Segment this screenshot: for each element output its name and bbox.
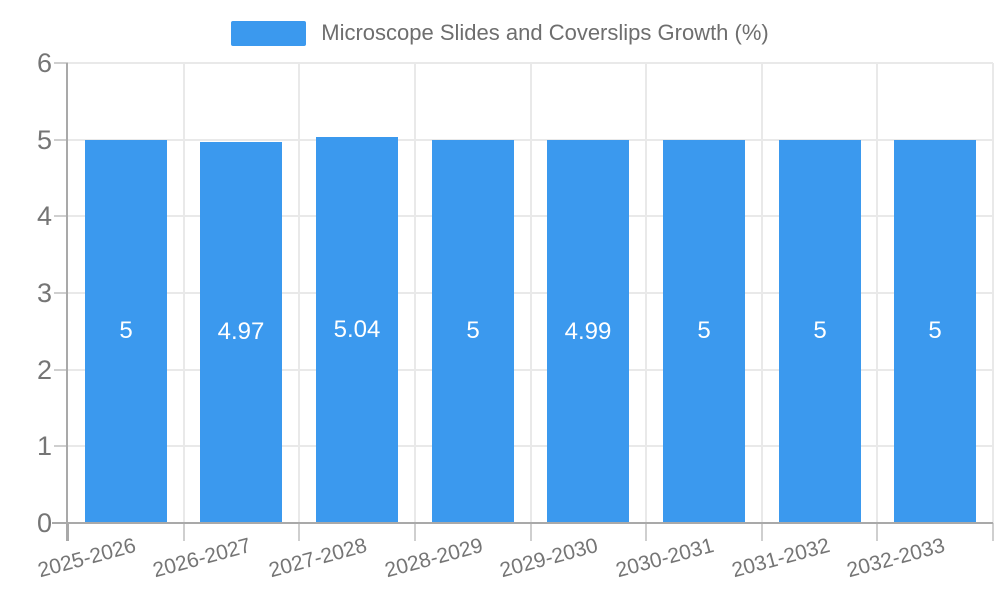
x-axis-tick-label: 2030-2031 xyxy=(612,534,716,583)
x-axis-tick xyxy=(761,523,763,541)
x-axis-tick-label: 2027-2028 xyxy=(265,534,369,583)
x-gridline xyxy=(530,63,532,523)
x-axis-line xyxy=(52,522,993,524)
y-axis-tick-label: 1 xyxy=(36,431,52,461)
chart-legend[interactable]: Microscope Slides and Coverslips Growth … xyxy=(0,19,1000,47)
bar-value-label: 5.04 xyxy=(333,316,381,343)
bar-value-label: 4.97 xyxy=(217,318,265,345)
y-axis-tick xyxy=(54,215,68,217)
bar xyxy=(85,140,167,523)
x-axis-tick-label: 2032-2033 xyxy=(843,534,947,583)
y-axis-tick-label: 6 xyxy=(36,48,52,78)
x-gridline xyxy=(183,63,185,523)
legend-swatch-icon xyxy=(231,20,307,46)
x-gridline xyxy=(992,63,994,523)
x-axis-tick xyxy=(414,523,416,541)
x-gridline xyxy=(645,63,647,523)
bar xyxy=(663,140,745,523)
x-axis-tick xyxy=(876,523,878,541)
y-axis-tick-label: 5 xyxy=(36,125,52,155)
bar xyxy=(316,137,398,523)
y-axis-tick xyxy=(54,369,68,371)
x-axis-tick xyxy=(530,523,532,541)
bar-value-label: 4.99 xyxy=(564,318,612,345)
x-axis-tick xyxy=(67,523,69,541)
y-axis-tick-label: 3 xyxy=(36,278,52,308)
y-axis-tick xyxy=(54,62,68,64)
x-gridline xyxy=(761,63,763,523)
x-axis-tick xyxy=(645,523,647,541)
bar xyxy=(200,142,282,523)
x-axis-tick-label: 2026-2027 xyxy=(149,534,253,583)
x-gridline xyxy=(876,63,878,523)
x-axis-tick xyxy=(298,523,300,541)
bar-value-label: 5 xyxy=(928,317,942,344)
bar-value-label: 5 xyxy=(813,317,827,344)
bar-value-label: 5 xyxy=(466,317,480,344)
y-axis-line xyxy=(66,63,68,541)
bar-value-label: 5 xyxy=(697,317,711,344)
x-gridline xyxy=(414,63,416,523)
bar xyxy=(894,140,976,523)
x-axis-tick xyxy=(183,523,185,541)
bar xyxy=(779,140,861,523)
y-axis-tick xyxy=(54,292,68,294)
y-axis-tick-label: 0 xyxy=(36,508,52,538)
y-axis-tick-label: 2 xyxy=(36,355,52,385)
y-axis-tick-label: 4 xyxy=(36,201,52,231)
x-axis-tick xyxy=(992,523,994,541)
x-axis-tick-label: 2031-2032 xyxy=(728,534,832,583)
y-axis-tick xyxy=(54,139,68,141)
y-axis-tick xyxy=(54,445,68,447)
x-axis-tick-label: 2028-2029 xyxy=(381,534,485,583)
bar xyxy=(432,140,514,523)
bar-value-label: 5 xyxy=(119,317,133,344)
x-axis-tick-label: 2025-2026 xyxy=(34,534,138,583)
x-gridline xyxy=(298,63,300,523)
legend-label: Microscope Slides and Coverslips Growth … xyxy=(321,20,769,45)
x-axis-tick-label: 2029-2030 xyxy=(496,534,600,583)
bar xyxy=(547,140,629,523)
